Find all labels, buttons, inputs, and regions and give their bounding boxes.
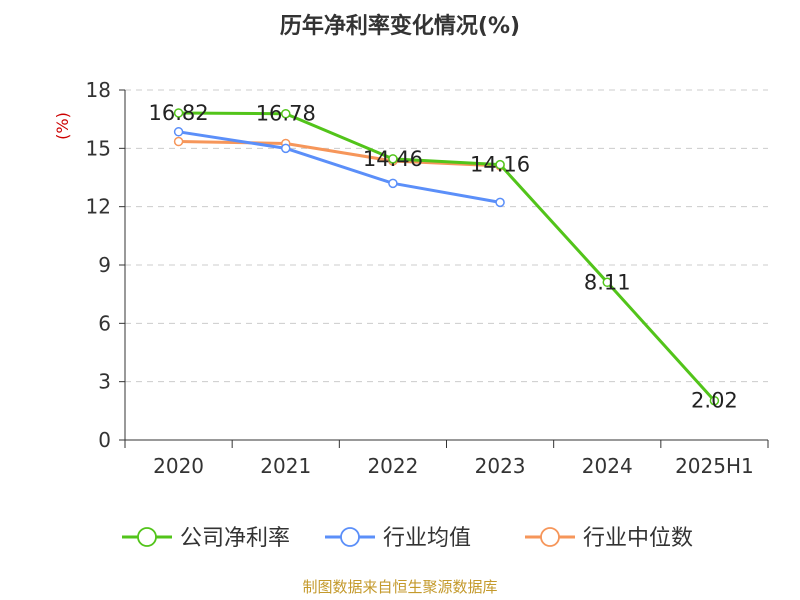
y-tick-label: 15 bbox=[86, 136, 111, 160]
axes: 0 3 6 9 12 15 18 2020 2021 2022 2023 2024 2025H1 bbox=[86, 78, 769, 478]
series-line-2 bbox=[178, 140, 501, 168]
data-point bbox=[495, 197, 505, 208]
y-tick-label: 3 bbox=[98, 370, 111, 394]
chart-title: 历年净利率变化情况(%) bbox=[280, 13, 520, 39]
data-point bbox=[281, 108, 291, 119]
series-lines bbox=[173, 108, 720, 406]
y-tick-label: 18 bbox=[86, 78, 111, 102]
y-axis-unit-label: (%) bbox=[53, 112, 72, 140]
data-label: 8.11 bbox=[584, 270, 631, 294]
legend-marker bbox=[540, 527, 560, 547]
series-line-0 bbox=[178, 111, 716, 402]
data-label: 16.82 bbox=[149, 101, 209, 125]
grid-lines bbox=[125, 89, 768, 383]
source-note: 制图数据来自恒生聚源数据库 bbox=[302, 578, 497, 596]
data-labels: 16.82 16.78 14.46 14.16 8.11 2.02 bbox=[149, 101, 738, 413]
legend-label: 行业中位数 bbox=[583, 526, 693, 551]
series-line-1 bbox=[178, 130, 501, 204]
legend-item-0[interactable]: 公司净利率 bbox=[122, 526, 290, 551]
data-label: 14.46 bbox=[363, 147, 423, 171]
data-label: 16.78 bbox=[256, 102, 316, 126]
legend-label: 公司净利率 bbox=[180, 526, 290, 551]
legend: 公司净利率 行业均值 行业中位数 bbox=[122, 526, 693, 551]
legend-item-2[interactable]: 行业中位数 bbox=[525, 526, 693, 551]
data-point bbox=[173, 127, 184, 137]
data-point bbox=[388, 178, 398, 189]
y-tick-label: 0 bbox=[98, 428, 111, 452]
data-point bbox=[173, 108, 184, 118]
legend-item-1[interactable]: 行业均值 bbox=[325, 526, 471, 551]
y-tick-label: 6 bbox=[98, 311, 111, 335]
x-tick-label: 2025H1 bbox=[675, 454, 754, 478]
data-point bbox=[495, 159, 505, 170]
y-tick-label: 12 bbox=[86, 195, 111, 219]
x-tick-label: 2023 bbox=[475, 454, 526, 478]
x-tick-label: 2020 bbox=[153, 454, 204, 478]
data-point bbox=[602, 277, 612, 288]
data-label: 14.16 bbox=[470, 153, 530, 177]
legend-marker bbox=[340, 527, 360, 547]
x-tick-label: 2022 bbox=[367, 454, 418, 478]
data-label: 2.02 bbox=[691, 389, 738, 413]
y-tick-label: 9 bbox=[98, 253, 111, 277]
data-point bbox=[388, 154, 398, 164]
data-point bbox=[709, 395, 720, 406]
data-point bbox=[281, 143, 291, 154]
x-tick-label: 2021 bbox=[260, 454, 311, 478]
legend-marker bbox=[137, 527, 157, 547]
data-point bbox=[173, 136, 184, 147]
legend-label: 行业均值 bbox=[383, 526, 471, 551]
x-tick-label: 2024 bbox=[582, 454, 633, 478]
